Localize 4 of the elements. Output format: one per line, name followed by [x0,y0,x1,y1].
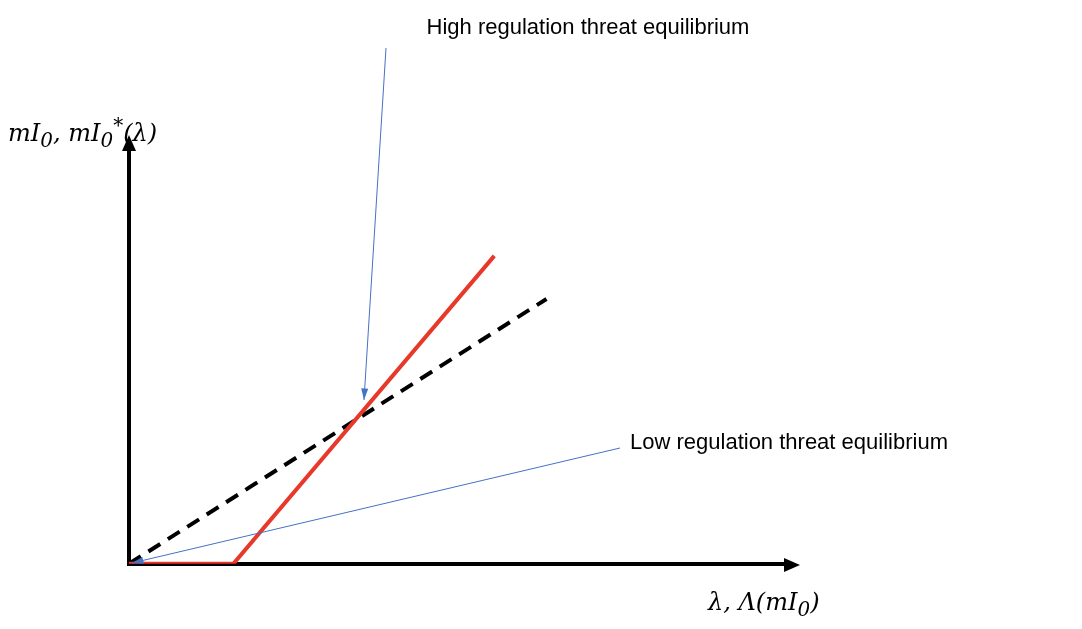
text: High regulation threat equilibrium [426,14,750,40]
x-axis-title: λ, Λ(mI$_{0}$) [708,588,820,621]
y-axis-title: mI$_{0}$, mI$_{0}$$^{*}$(λ) [8,113,158,152]
annotation: Low regulation threat equilibrium [630,429,948,455]
